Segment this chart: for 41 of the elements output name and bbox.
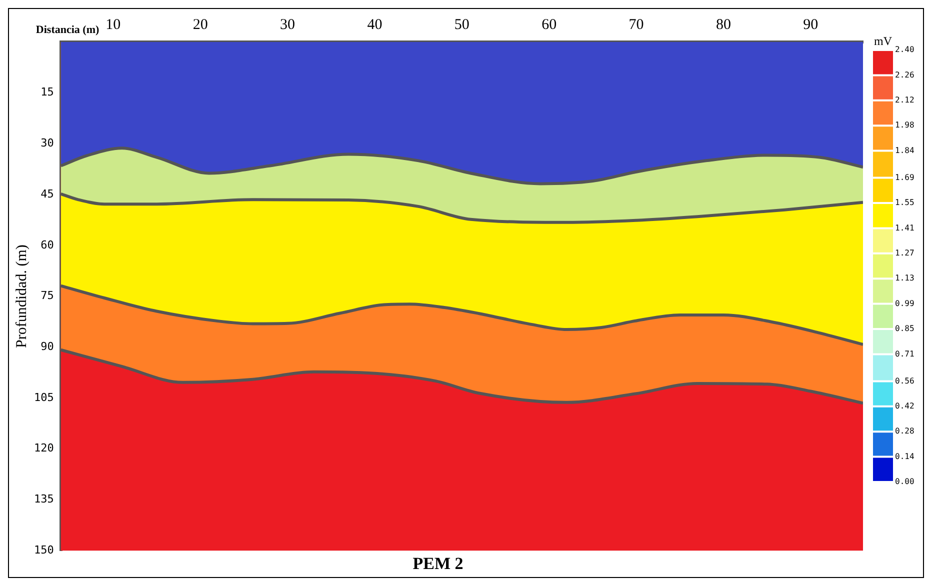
color-bar-label: 0.00 [895, 477, 914, 486]
text: PEM 2 [412, 554, 464, 574]
y-axis-title: Profundidad. (m) [14, 244, 30, 348]
x-tick-label: 20 [192, 16, 208, 33]
color-bar-label: 1.13 [895, 274, 914, 283]
y-tick-label: 105 [34, 390, 54, 404]
color-bar-label: 1.98 [895, 120, 914, 130]
y-tick-label: 45 [40, 187, 54, 200]
color-bar-label: 1.69 [895, 172, 914, 182]
color-bar-label: 0.14 [895, 452, 914, 461]
color-bar-label: 2.26 [895, 70, 914, 80]
x-tick-label: 70 [628, 16, 644, 33]
color-bar-label: 1.27 [895, 248, 914, 258]
x-tick-label: 90 [803, 16, 818, 33]
color-bar-label: 0.71 [895, 349, 914, 358]
x-tick-label: 50 [454, 16, 470, 33]
color-bar-label: 2.12 [895, 95, 914, 104]
color-bar-label: 1.84 [895, 146, 914, 155]
y-tick-label: 75 [40, 289, 54, 302]
x-tick-label: 10 [106, 16, 121, 33]
color-bar-label: 1.55 [895, 198, 914, 208]
color-bar-label: 0.56 [895, 376, 914, 386]
y-tick-label: 120 [34, 442, 54, 455]
x-tick-label: 60 [542, 16, 557, 33]
color-bar-label: 2.40 [895, 45, 914, 54]
color-bar-label: 0.28 [895, 426, 914, 436]
y-tick-label: 15 [40, 86, 54, 99]
x-tick-label: 30 [280, 16, 296, 33]
x-tick-label: 40 [367, 16, 382, 33]
x-tick-label: 80 [716, 16, 731, 33]
y-tick-label: 60 [40, 238, 54, 252]
y-tick-label: 30 [40, 136, 54, 150]
y-tick-label: 90 [40, 340, 54, 354]
y-tick-label: 135 [34, 492, 54, 506]
x-axis-title: Distancia (m) [36, 24, 100, 36]
color-bar-label: 0.99 [895, 298, 914, 308]
color-bar-label: 0.85 [895, 324, 914, 334]
color-bar-title: mV [874, 34, 892, 48]
color-bar-label: 1.41 [895, 223, 914, 232]
y-tick-label: 150 [34, 543, 54, 556]
color-bar-label: 0.42 [895, 401, 914, 410]
